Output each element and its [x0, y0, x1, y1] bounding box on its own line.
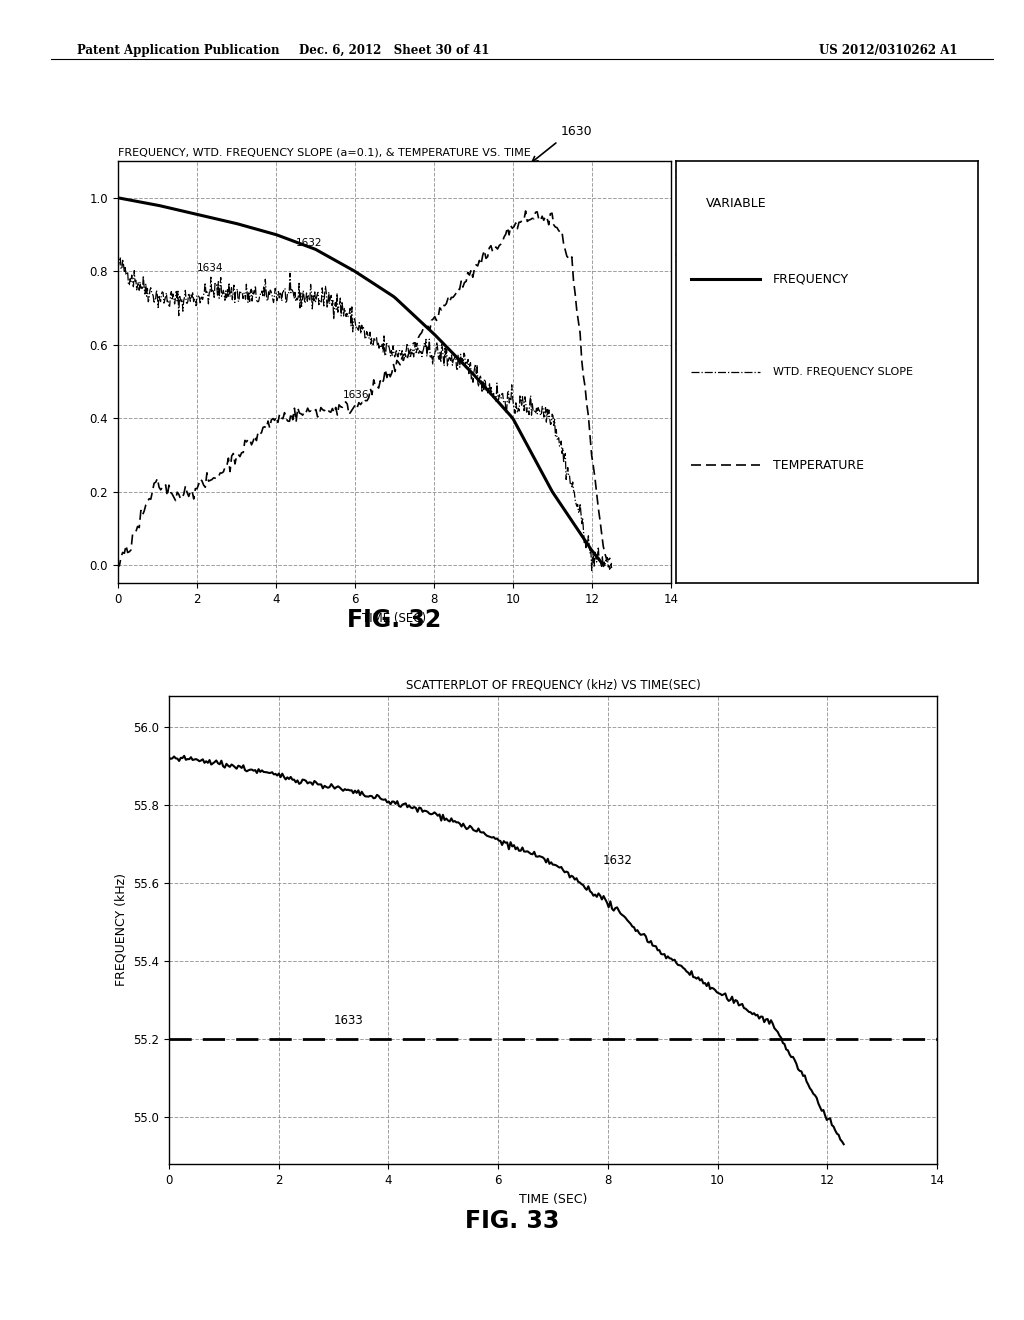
- Text: 1636: 1636: [674, 343, 700, 354]
- Text: 1632: 1632: [296, 238, 322, 248]
- X-axis label: TIME (SEC): TIME (SEC): [362, 611, 426, 624]
- Text: TEMPERATURE: TEMPERATURE: [772, 458, 863, 471]
- Text: 1634: 1634: [674, 255, 700, 264]
- Text: 1636: 1636: [343, 389, 370, 400]
- Text: FREQUENCY: FREQUENCY: [772, 273, 849, 286]
- Text: 1632: 1632: [674, 170, 700, 180]
- Text: VARIABLE: VARIABLE: [707, 197, 767, 210]
- Text: WTD. FREQUENCY SLOPE: WTD. FREQUENCY SLOPE: [772, 367, 912, 378]
- Text: 1632: 1632: [602, 854, 632, 866]
- Text: Dec. 6, 2012   Sheet 30 of 41: Dec. 6, 2012 Sheet 30 of 41: [299, 44, 489, 57]
- Title: SCATTERPLOT OF FREQUENCY (kHz) VS TIME(SEC): SCATTERPLOT OF FREQUENCY (kHz) VS TIME(S…: [406, 678, 700, 692]
- Text: 1630: 1630: [561, 124, 593, 137]
- Text: FIG. 32: FIG. 32: [347, 609, 441, 632]
- X-axis label: TIME (SEC): TIME (SEC): [519, 1192, 587, 1205]
- Text: Patent Application Publication: Patent Application Publication: [77, 44, 280, 57]
- Text: US 2012/0310262 A1: US 2012/0310262 A1: [819, 44, 957, 57]
- Text: 1634: 1634: [197, 263, 223, 273]
- Text: FIG. 33: FIG. 33: [465, 1209, 559, 1233]
- Text: 1633: 1633: [334, 1014, 364, 1027]
- Y-axis label: FREQUENCY (kHz): FREQUENCY (kHz): [115, 874, 128, 986]
- Text: FREQUENCY, WTD. FREQUENCY SLOPE (a=0.1), & TEMPERATURE VS. TIME: FREQUENCY, WTD. FREQUENCY SLOPE (a=0.1),…: [118, 148, 530, 157]
